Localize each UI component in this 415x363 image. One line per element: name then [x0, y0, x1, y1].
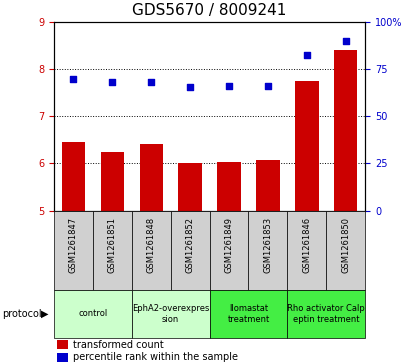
Bar [132, 211, 171, 290]
Point [109, 79, 116, 85]
Point [226, 83, 232, 89]
Text: GSM1261849: GSM1261849 [225, 217, 234, 273]
Bar [62, 142, 85, 211]
Bar [217, 162, 241, 211]
Bar [295, 81, 319, 211]
Bar [171, 211, 210, 290]
Bar [287, 290, 365, 338]
Point [187, 84, 193, 90]
Text: ▶: ▶ [41, 309, 48, 319]
Text: llomastat
treatment: llomastat treatment [227, 304, 270, 324]
Point [70, 77, 77, 82]
Text: GSM1261850: GSM1261850 [341, 217, 350, 273]
Bar [249, 211, 287, 290]
Bar [54, 211, 93, 290]
Text: Rho activator Calp
eptin treatment: Rho activator Calp eptin treatment [288, 304, 365, 324]
Bar [139, 144, 163, 211]
Text: GSM1261853: GSM1261853 [264, 217, 272, 273]
Bar [57, 340, 68, 349]
Bar [210, 211, 249, 290]
Bar [57, 353, 68, 362]
Text: protocol: protocol [2, 309, 42, 319]
Bar [334, 50, 357, 211]
Text: percentile rank within the sample: percentile rank within the sample [73, 352, 238, 362]
Point [148, 79, 154, 85]
Point [265, 83, 271, 89]
Bar [101, 152, 124, 211]
Text: GSM1261852: GSM1261852 [186, 217, 195, 273]
Text: GSM1261846: GSM1261846 [303, 217, 311, 273]
Bar [93, 211, 132, 290]
Text: GSM1261847: GSM1261847 [69, 217, 78, 273]
Bar [178, 163, 202, 211]
Bar [210, 290, 287, 338]
Point [303, 52, 310, 58]
Bar [256, 160, 280, 211]
Bar [287, 211, 326, 290]
Text: GSM1261851: GSM1261851 [108, 217, 117, 273]
Text: GSM1261848: GSM1261848 [147, 217, 156, 273]
Text: EphA2-overexpres
sion: EphA2-overexpres sion [132, 304, 209, 324]
Bar [132, 290, 210, 338]
Bar [326, 211, 365, 290]
Bar [54, 290, 132, 338]
Title: GDS5670 / 8009241: GDS5670 / 8009241 [132, 3, 287, 18]
Text: transformed count: transformed count [73, 340, 164, 350]
Point [342, 38, 349, 44]
Text: control: control [78, 310, 107, 318]
